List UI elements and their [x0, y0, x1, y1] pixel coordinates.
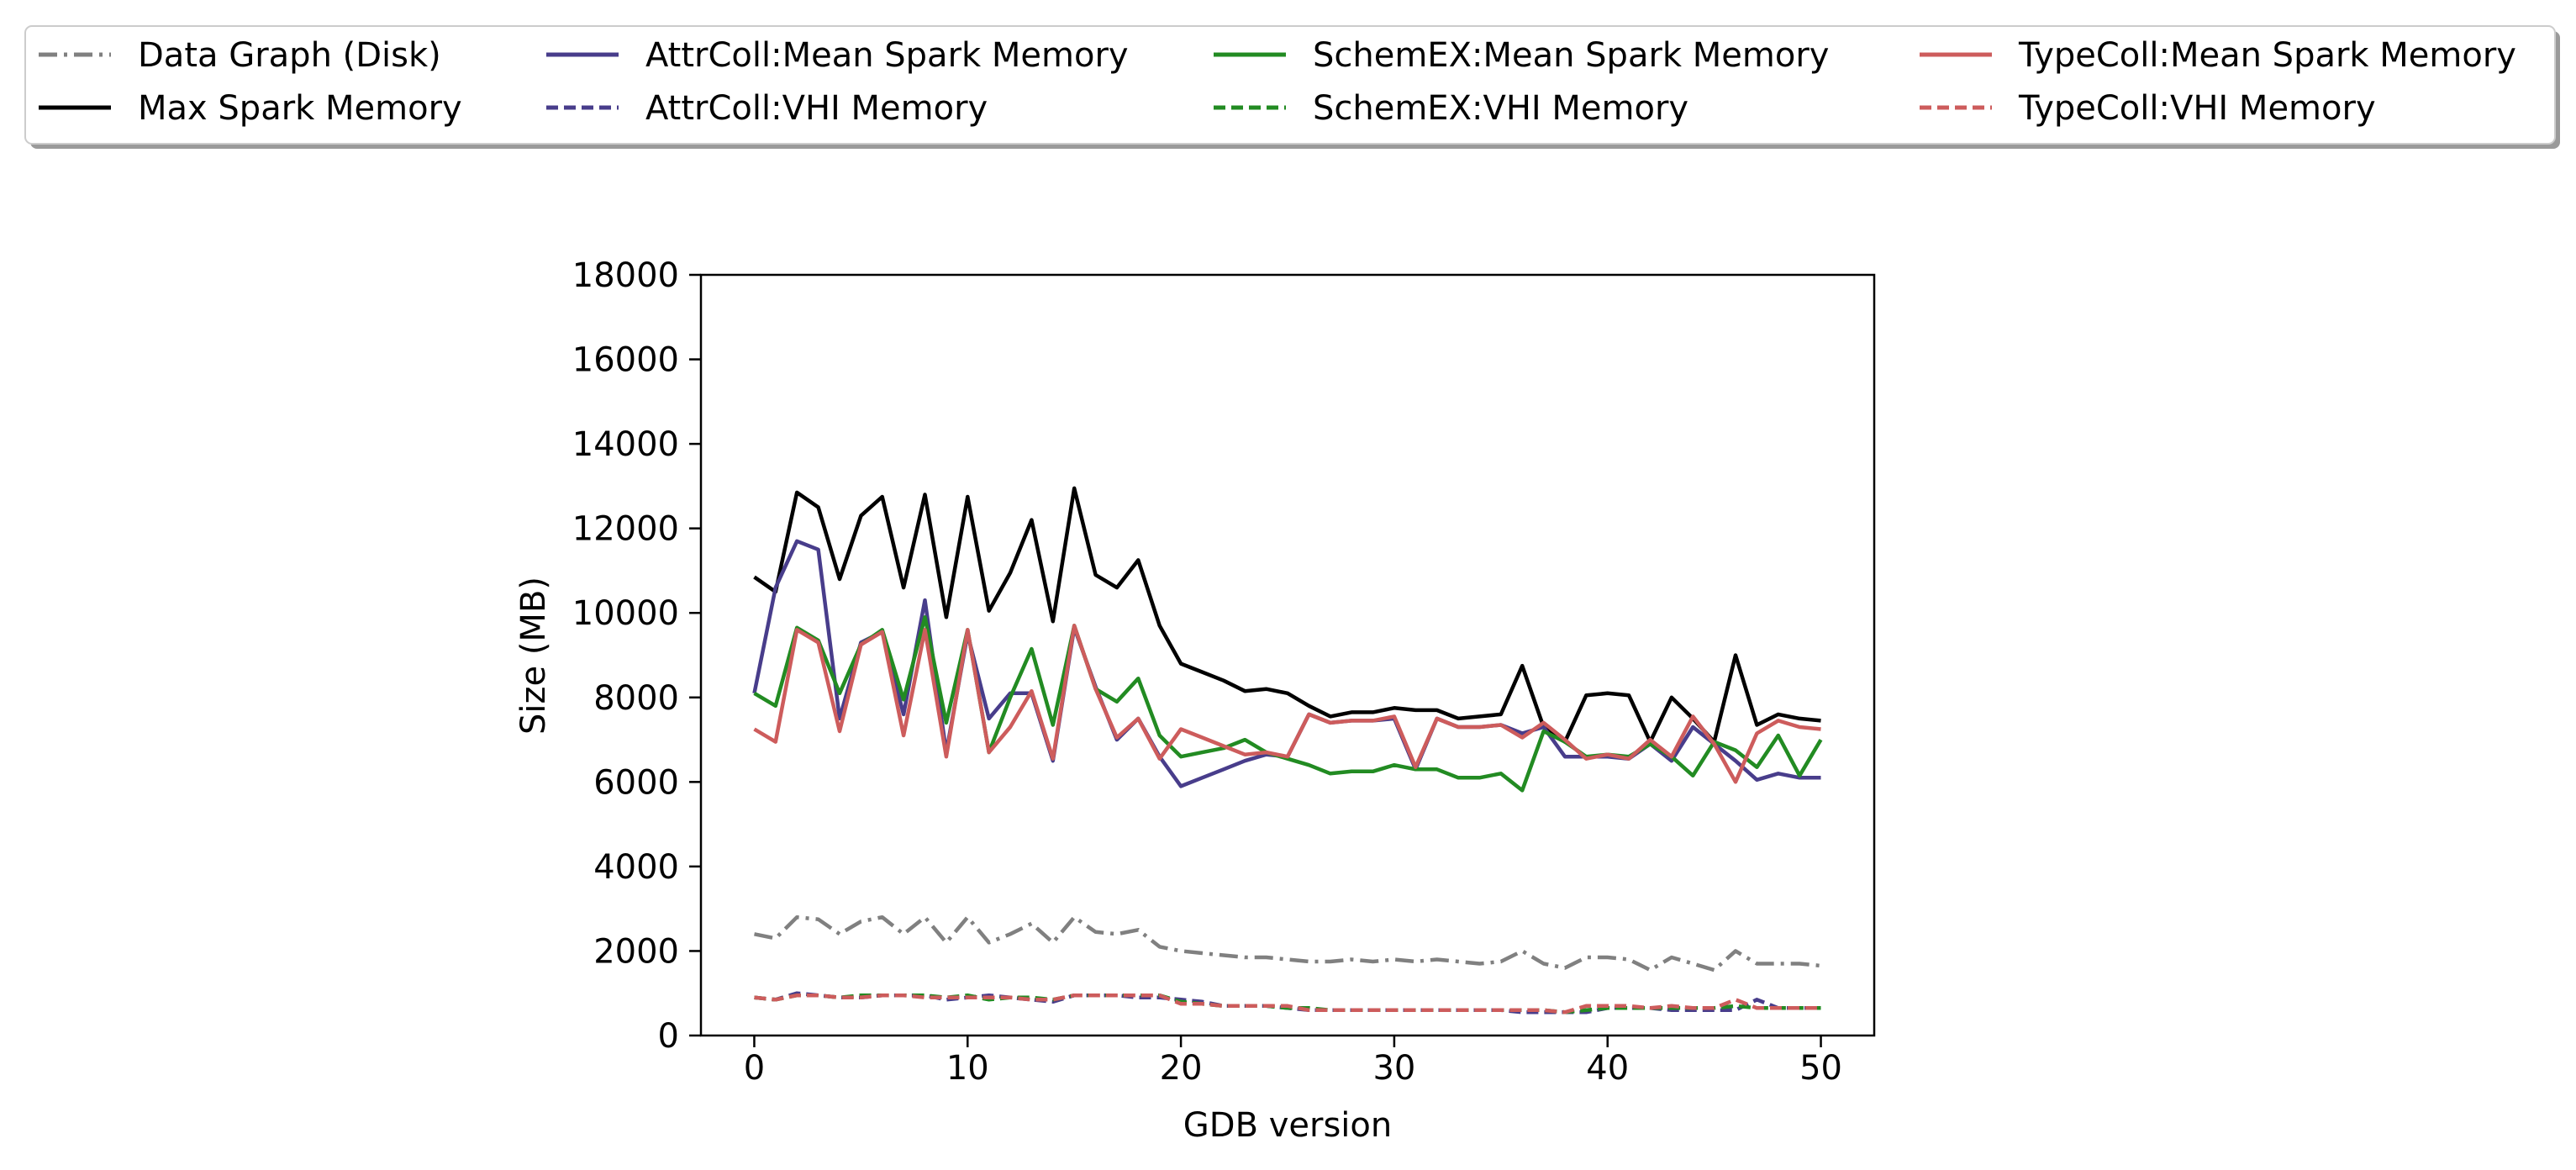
x-tick-label: 50 [1799, 1049, 1842, 1088]
y-tick-label: 2000 [593, 932, 679, 971]
series-line-4 [753, 615, 1823, 793]
legend-label-4: SchemEX:Mean Spark Memory [1313, 36, 1829, 75]
y-tick-label: 14000 [572, 425, 679, 464]
legend-label-6: TypeColl:Mean Spark Memory [2018, 36, 2516, 75]
y-tick-label: 16000 [572, 341, 679, 380]
y-axis: 0 2000 4000 6000 8000 10000 12000 14000 16000 180… [572, 256, 701, 1056]
plot-frame [699, 273, 1876, 1037]
y-axis-label: Size (MB) [514, 577, 553, 735]
x-axis-label: GDB version [1183, 1106, 1392, 1145]
y-tick-label: 4000 [593, 848, 679, 887]
x-tick-label: 10 [946, 1049, 989, 1088]
legend-label-2: AttrColl:Mean Spark Memory [645, 36, 1129, 75]
series-layer [752, 486, 1823, 1015]
y-tick-label: 12000 [572, 510, 679, 549]
legend-label-1: Max Spark Memory [138, 89, 462, 128]
plot-area [699, 273, 1876, 1037]
y-tick-label: 10000 [572, 594, 679, 633]
y-tick-label: 0 [658, 1017, 679, 1056]
series-line-0 [754, 914, 1821, 972]
y-tick-label: 18000 [572, 256, 679, 295]
legend: Data Graph (Disk) Max Spark Memory AttrCol… [24, 25, 2560, 149]
series-line-1 [753, 486, 1821, 744]
x-tick-label: 20 [1160, 1049, 1203, 1088]
legend-label-7: TypeColl:VHI Memory [2018, 89, 2376, 128]
x-tick-label: 30 [1372, 1049, 1415, 1088]
series-line-7 [754, 993, 1821, 1015]
series-line-6 [753, 624, 1821, 784]
x-tick-label: 0 [744, 1049, 765, 1088]
y-tick-label: 6000 [593, 763, 679, 802]
legend-label-5: SchemEX:VHI Memory [1313, 89, 1688, 128]
y-tick-label: 8000 [593, 679, 679, 718]
x-tick-label: 40 [1586, 1049, 1629, 1088]
legend-label-3: AttrColl:VHI Memory [645, 89, 988, 128]
x-axis: 0 10 20 30 40 50 [744, 1036, 1842, 1088]
legend-label-0: Data Graph (Disk) [138, 36, 441, 75]
